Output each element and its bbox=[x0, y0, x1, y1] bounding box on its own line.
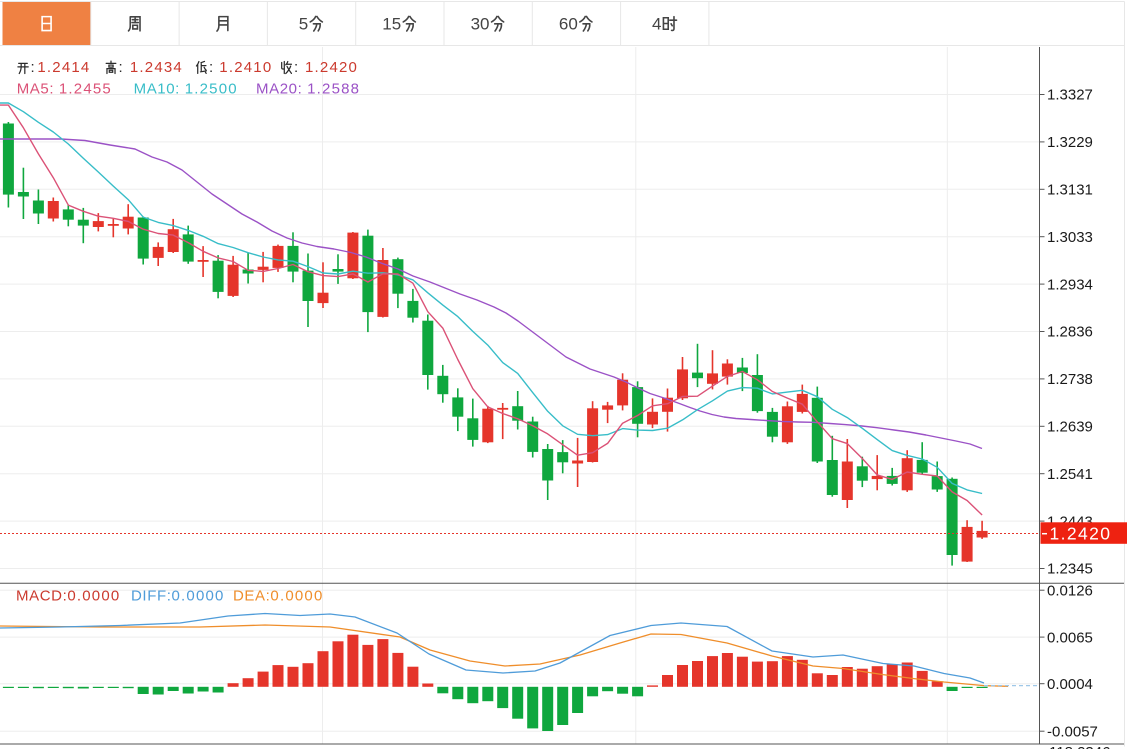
svg-text:1.2414: 1.2414 bbox=[37, 59, 90, 76]
svg-text:1.2639: 1.2639 bbox=[1047, 419, 1093, 436]
svg-text:DEA:0.0000: DEA:0.0000 bbox=[233, 588, 324, 605]
svg-text:1.2410: 1.2410 bbox=[219, 59, 272, 76]
svg-text:60: 60 bbox=[559, 15, 578, 34]
svg-text:1.2420: 1.2420 bbox=[1050, 524, 1112, 544]
svg-text::: : bbox=[119, 59, 123, 76]
svg-text:1.2345: 1.2345 bbox=[1047, 561, 1093, 578]
svg-text:30: 30 bbox=[471, 15, 490, 34]
svg-text:MA5: 1.2455: MA5: 1.2455 bbox=[17, 81, 112, 98]
svg-text:118.2346: 118.2346 bbox=[1049, 744, 1110, 749]
svg-text::: : bbox=[209, 59, 213, 76]
svg-text:1.3229: 1.3229 bbox=[1047, 134, 1093, 151]
svg-text:5: 5 bbox=[299, 15, 308, 34]
svg-text:1.2836: 1.2836 bbox=[1047, 324, 1093, 341]
svg-text:1.3327: 1.3327 bbox=[1047, 87, 1093, 104]
svg-text:1.2434: 1.2434 bbox=[130, 59, 183, 76]
svg-text:1.2738: 1.2738 bbox=[1047, 371, 1093, 388]
svg-text:DIFF:0.0000: DIFF:0.0000 bbox=[131, 588, 225, 605]
svg-text:MA20: 1.2588: MA20: 1.2588 bbox=[256, 81, 360, 98]
svg-text:1.3033: 1.3033 bbox=[1047, 229, 1093, 246]
svg-text:0.0126: 0.0126 bbox=[1047, 582, 1093, 599]
svg-text:MACD:0.0000: MACD:0.0000 bbox=[16, 588, 120, 605]
svg-text:-0.0057: -0.0057 bbox=[1047, 723, 1098, 740]
svg-text:MA10: 1.2500: MA10: 1.2500 bbox=[134, 81, 238, 98]
svg-text:1.2934: 1.2934 bbox=[1047, 276, 1093, 293]
svg-text:4: 4 bbox=[652, 15, 661, 34]
svg-text:1.2420: 1.2420 bbox=[305, 59, 358, 76]
svg-text::: : bbox=[31, 59, 35, 76]
svg-text::: : bbox=[294, 59, 298, 76]
svg-text:15: 15 bbox=[382, 15, 401, 34]
svg-text:1.3131: 1.3131 bbox=[1047, 182, 1093, 199]
svg-text:0.0065: 0.0065 bbox=[1047, 629, 1093, 646]
svg-text:0.0004: 0.0004 bbox=[1047, 676, 1093, 693]
svg-text:1.2541: 1.2541 bbox=[1047, 466, 1093, 483]
